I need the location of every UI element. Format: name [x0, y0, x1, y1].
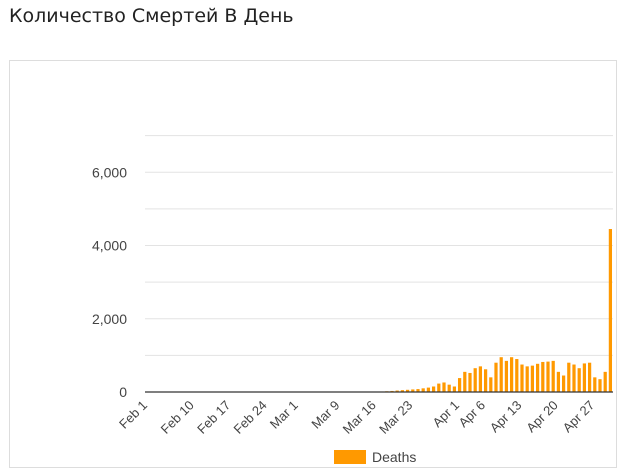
- x-tick-label: Mar 23: [376, 398, 415, 437]
- bar-deaths: [546, 361, 550, 392]
- bar-deaths: [457, 378, 462, 392]
- y-tick-label: 2,000: [92, 311, 127, 327]
- bar-deaths: [598, 379, 602, 392]
- bar-deaths: [535, 363, 540, 392]
- bar-deaths: [411, 389, 415, 392]
- bar-deaths: [593, 377, 597, 392]
- bar-deaths: [447, 384, 451, 392]
- legend-label-deaths: Deaths: [372, 449, 417, 465]
- y-tick-label: 4,000: [92, 238, 127, 254]
- bar-deaths: [515, 359, 519, 392]
- bar-deaths: [478, 366, 483, 392]
- bar-deaths: [499, 357, 503, 392]
- x-tick-label: Feb 17: [194, 398, 233, 437]
- bar-deaths: [468, 372, 472, 392]
- x-tick-label: Feb 24: [230, 398, 269, 437]
- bar-deaths: [572, 364, 576, 392]
- x-tick-label: Feb 10: [158, 398, 197, 437]
- bar-deaths: [494, 362, 498, 392]
- y-tick-label: 0: [119, 384, 127, 400]
- bar-deaths: [530, 365, 535, 392]
- bar-deaths: [582, 363, 587, 392]
- x-tick-label: Feb 1: [116, 398, 150, 432]
- bar-deaths: [473, 368, 477, 392]
- bar-deaths: [504, 360, 509, 392]
- bar-deaths: [431, 386, 436, 392]
- bar-deaths: [437, 383, 441, 392]
- bar-deaths: [442, 382, 446, 392]
- x-tick-label: Mar 9: [308, 398, 342, 432]
- bar-deaths: [509, 357, 514, 392]
- bar-deaths: [603, 371, 607, 392]
- legend-swatch-deaths: [334, 450, 366, 464]
- bar-deaths: [463, 371, 467, 392]
- bar-deaths: [561, 375, 566, 392]
- bar-deaths: [483, 369, 488, 392]
- bar-deaths: [426, 387, 431, 392]
- bar-deaths: [416, 389, 420, 392]
- x-tick-label: Mar 1: [267, 398, 301, 432]
- chart-legend: Deaths: [334, 449, 416, 465]
- page-title: Количество Смертей В День: [9, 5, 294, 27]
- bar-deaths: [577, 368, 581, 392]
- x-tick-label: Apr 6: [456, 398, 489, 431]
- bar-deaths: [587, 362, 592, 392]
- bar-deaths: [556, 371, 561, 392]
- bar-deaths: [421, 388, 425, 392]
- bar-deaths: [525, 366, 529, 392]
- y-tick-label: 6,000: [92, 164, 127, 180]
- x-tick-label: Mar 16: [340, 398, 379, 437]
- x-tick-label: Apr 27: [560, 398, 598, 436]
- bar-deaths: [541, 361, 545, 392]
- bar-deaths: [489, 377, 493, 392]
- bar-deaths: [608, 229, 613, 392]
- bar-deaths: [405, 389, 410, 392]
- bar-deaths: [520, 364, 524, 392]
- x-tick-label: Apr 13: [487, 398, 525, 436]
- x-tick-label: Apr 1: [430, 398, 463, 431]
- x-tick-label: Apr 20: [523, 398, 561, 436]
- bar-deaths: [567, 362, 571, 392]
- bar-deaths: [551, 360, 555, 392]
- chart-card: 0 2,000 4,000 6,000 Feb 1 Feb 10 Feb 17 Feb 24 M…: [9, 60, 617, 468]
- bar-deaths: [400, 390, 405, 392]
- bar-deaths: [452, 386, 457, 392]
- bar-deaths: [395, 390, 399, 392]
